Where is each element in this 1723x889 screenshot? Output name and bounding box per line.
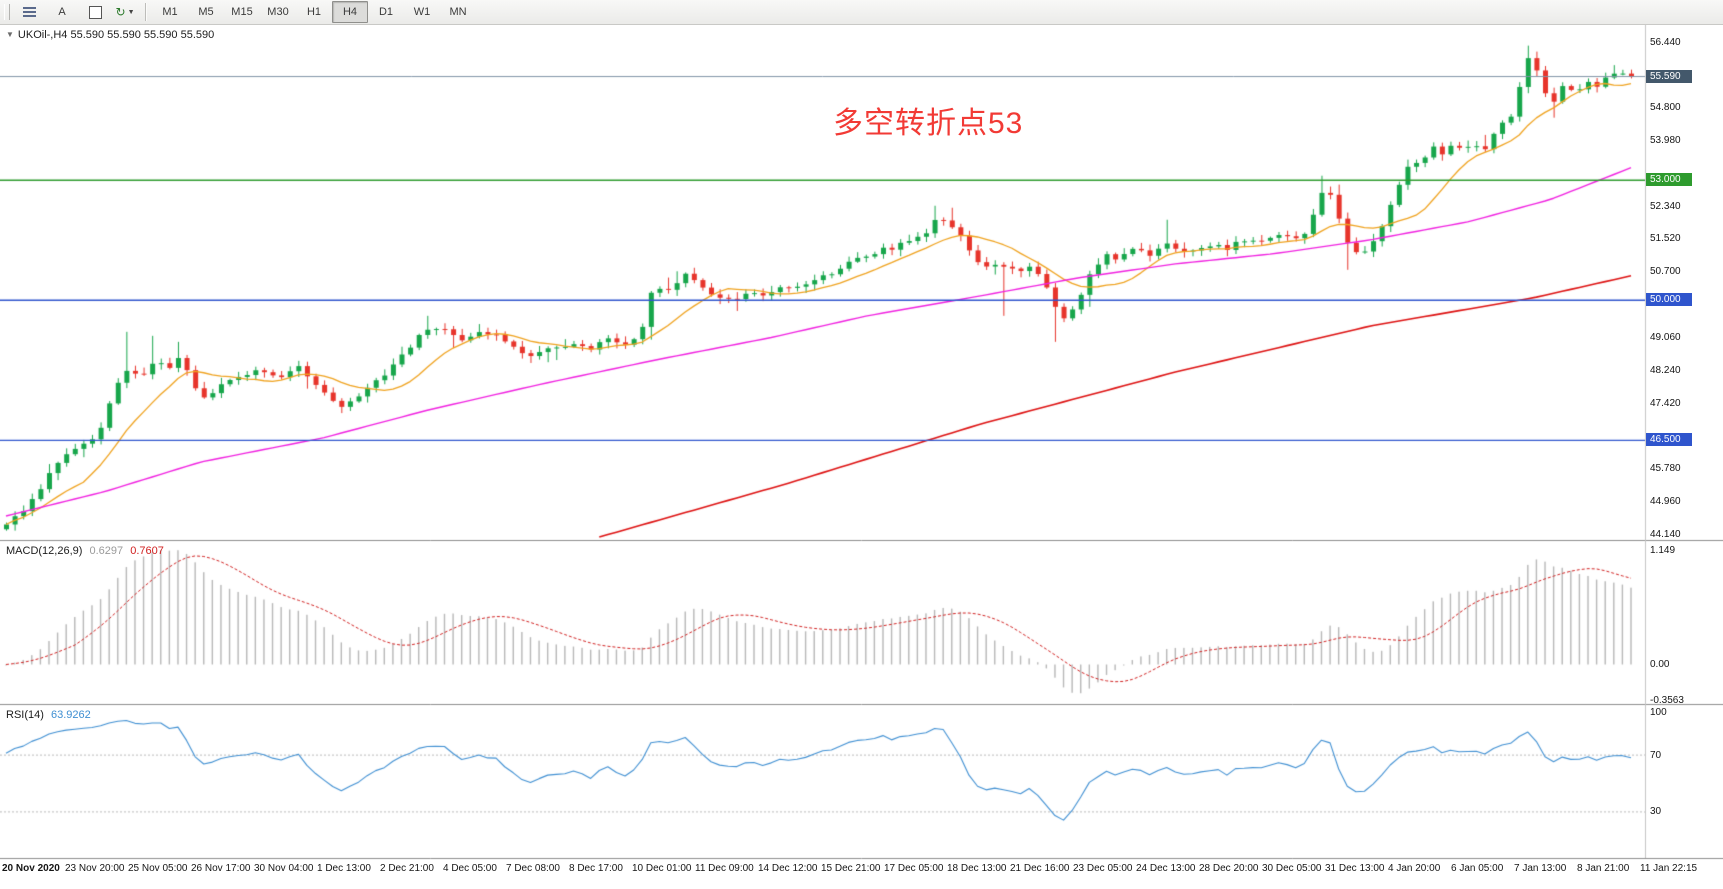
time-axis-label: 30 Nov 04:00	[254, 863, 314, 874]
price-axis-label: 53.980	[1650, 134, 1681, 146]
rsi-indicator-label: RSI(14) 63.9262	[6, 709, 91, 721]
timeframe-button-M15[interactable]: M15	[231, 6, 253, 18]
price-badge-46.500: 46.500	[1646, 433, 1692, 447]
indicator-list-button[interactable]	[14, 1, 44, 23]
macd-signal-value: 0.7607	[130, 545, 164, 557]
time-axis-label: 2 Dec 21:00	[380, 863, 434, 874]
price-axis-label: 48.240	[1650, 364, 1681, 376]
time-axis-label: 24 Dec 13:00	[1136, 863, 1196, 874]
price-axis-label: 44.140	[1650, 528, 1681, 540]
rsi-axis-label: 30	[1650, 806, 1662, 818]
refresh-icon: ↻	[115, 5, 126, 19]
annotation-text[interactable]: 多空转折点53	[833, 107, 1024, 140]
time-axis-label: 1 Dec 13:00	[317, 863, 371, 874]
symbol-ohlc-header[interactable]: ▼ UKOil-,H4 55.590 55.590 55.590 55.590	[6, 29, 214, 41]
price-axis-label: 51.520	[1650, 233, 1681, 245]
time-axis-label: 4 Jan 20:00	[1388, 863, 1441, 874]
time-axis-label: 8 Dec 17:00	[569, 863, 623, 874]
rsi-axis-label: 70	[1650, 749, 1662, 761]
time-axis-label: 7 Dec 08:00	[506, 863, 560, 874]
timeframe-button-MN[interactable]: MN	[449, 6, 467, 18]
toolbar: A ↻ ▼ M1 M5 M15 M30 H1 H4 D1 W1 MN	[0, 0, 1723, 25]
time-axis-label: 18 Dec 13:00	[947, 863, 1007, 874]
symbol-ohlc-text: UKOil-,H4 55.590 55.590 55.590 55.590	[17, 29, 215, 41]
timeframe-button-M5[interactable]: M5	[198, 6, 214, 18]
chevron-down-icon: ▼	[127, 8, 135, 16]
time-axis-label: 11 Jan 22:15	[1640, 863, 1698, 874]
price-axis-label: 50.700	[1650, 266, 1681, 278]
dropdown-triangle-icon: ▼	[6, 30, 14, 39]
chart-window-button[interactable]	[80, 1, 110, 23]
price-axis-label: 47.420	[1650, 397, 1681, 409]
price-badge-53.000: 53.000	[1646, 173, 1692, 187]
rsi-value: 63.9262	[50, 709, 91, 721]
time-axis-label: 7 Jan 13:00	[1514, 863, 1567, 874]
time-axis-label: 31 Dec 13:00	[1325, 863, 1385, 874]
time-axis-label: 4 Dec 05:00	[443, 863, 497, 874]
timeframe-button-H4[interactable]: H4	[332, 1, 368, 23]
macd-axis-label: 1.149	[1650, 545, 1676, 556]
price-axis-label: 44.960	[1650, 496, 1681, 508]
macd-title: MACD(12,26,9)	[6, 545, 83, 557]
timeframe-button-M1[interactable]: M1	[162, 6, 178, 18]
time-axis-label: 23 Nov 20:00	[65, 863, 125, 874]
timeframe-group: M1 M5 M15 M30 H1 H4 D1 W1 MN	[152, 1, 476, 23]
timeframe-button-D1[interactable]: D1	[378, 6, 394, 18]
macd-axis-label: -0.3563	[1650, 695, 1684, 706]
price-axis-label: 45.780	[1650, 463, 1681, 475]
time-axis-label: 26 Nov 17:00	[191, 863, 251, 874]
time-axis-label: 28 Dec 20:00	[1199, 863, 1259, 874]
time-axis-label: 30 Dec 05:00	[1262, 863, 1322, 874]
timeframe-button-W1[interactable]: W1	[413, 6, 431, 18]
refresh-dropdown-button[interactable]: ↻ ▼	[110, 1, 140, 23]
price-badge-50.000: 50.000	[1646, 293, 1692, 307]
time-axis-label: 21 Dec 16:00	[1010, 863, 1070, 874]
price-axis-label: 52.340	[1650, 200, 1681, 212]
price-axis-label: 49.060	[1650, 331, 1681, 343]
timeframe-button-M30[interactable]: M30	[267, 6, 289, 18]
macd-main-value: 0.6297	[89, 545, 124, 557]
time-axis-label: 17 Dec 05:00	[884, 863, 944, 874]
time-axis-label: 6 Jan 05:00	[1451, 863, 1504, 874]
macd-axis-label: 0.00	[1650, 659, 1670, 671]
text-tool-button[interactable]: A	[58, 6, 66, 18]
rsi-axis-label: 100	[1650, 707, 1667, 718]
toolbar-separator	[145, 3, 147, 21]
price-badge-55.590: 55.590	[1646, 69, 1692, 83]
time-axis-label: 25 Nov 05:00	[128, 863, 188, 874]
rsi-title: RSI(14)	[6, 709, 44, 721]
time-axis-label: 8 Jan 21:00	[1577, 863, 1630, 874]
chart-canvas[interactable]	[0, 24, 1723, 889]
time-axis-label: 23 Dec 05:00	[1073, 863, 1133, 874]
time-axis-label: 14 Dec 12:00	[758, 863, 818, 874]
time-axis-label: 20 Nov 2020	[2, 863, 60, 874]
time-axis-label: 11 Dec 09:00	[695, 863, 754, 874]
timeframe-button-H1[interactable]: H1	[306, 6, 322, 18]
time-axis-label: 10 Dec 01:00	[632, 863, 692, 874]
list-icon	[22, 5, 36, 19]
toolbar-grip[interactable]	[4, 4, 10, 20]
macd-indicator-label: MACD(12,26,9) 0.6297 0.7607	[6, 545, 164, 557]
price-axis-label: 56.440	[1650, 36, 1681, 48]
price-axis-label: 54.800	[1650, 102, 1681, 114]
window-icon	[88, 5, 102, 19]
time-axis-label: 15 Dec 21:00	[821, 863, 881, 874]
